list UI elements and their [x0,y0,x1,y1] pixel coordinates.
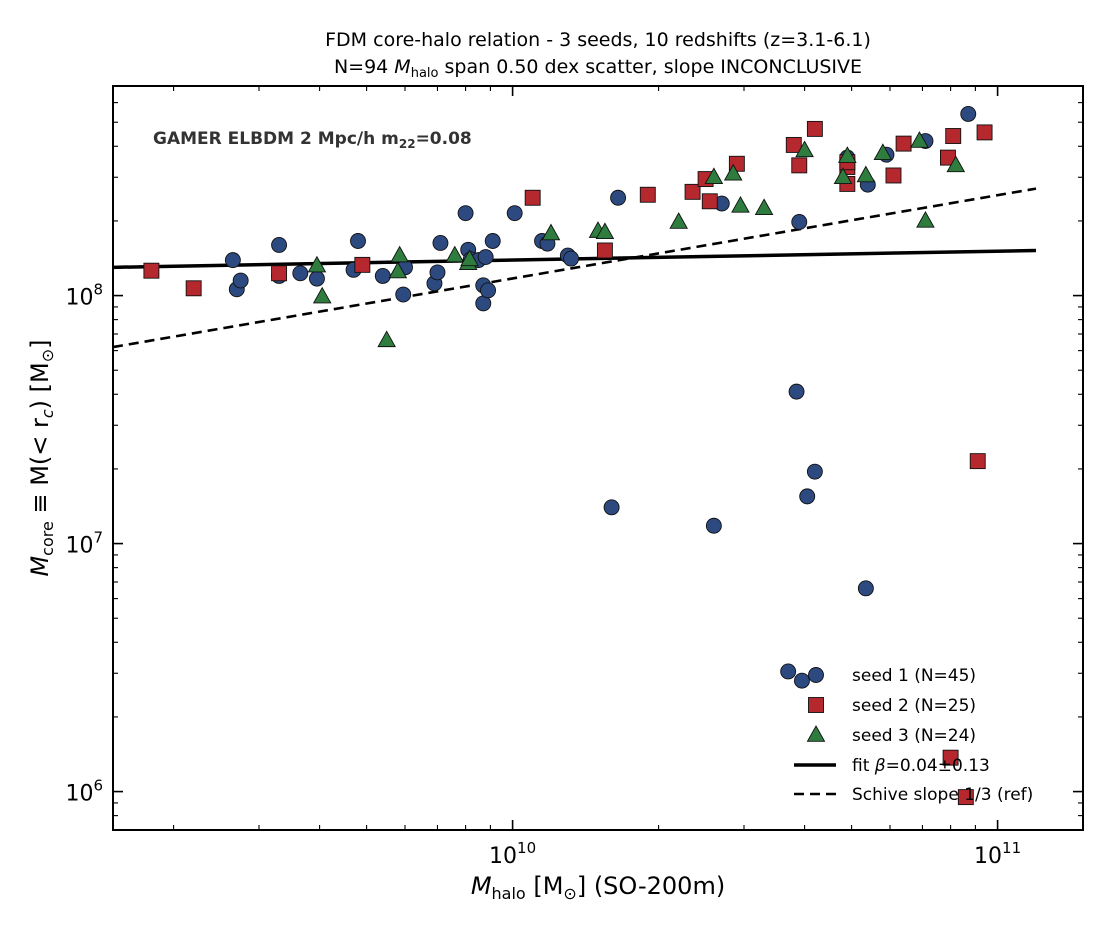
data-point-square [684,183,701,200]
data-point-circle [799,488,816,505]
axis-tick-labels: 1010 1011 106 107 108 [65,281,1021,869]
x-tick-label: 1010 [489,839,536,869]
simulation-annotation: GAMER ELBDM 2 Mpc/h m22=0.08 [153,129,472,151]
data-point-circle [806,463,823,480]
data-point-square [885,167,902,184]
data-point-circle [308,270,325,287]
x-tick-label: 1011 [974,839,1021,869]
data-point-square [806,120,823,137]
chart-title: FDM core-halo relation - 3 seeds, 10 red… [325,29,871,51]
data-point-square [354,256,371,273]
data-point-triangle [754,198,774,215]
data-point-square [942,749,959,766]
chart-subtitle: N=94 Mhalo span 0.50 dex scatter, slope … [334,56,862,81]
data-point-square [785,136,802,153]
data-point-circle [563,250,580,267]
data-point-triangle [856,165,876,183]
data-point-circle [791,214,808,230]
data-point-circle [395,286,412,303]
y-tick-label: 108 [65,281,103,311]
reference-line [112,187,1037,349]
data-point-square [945,128,962,144]
data-point-circle [484,233,501,249]
data-point-triangle [731,195,750,213]
data-point-triangle [460,249,479,267]
data-point-circle [374,267,391,284]
data-point-triangle [312,286,332,304]
legend-label: seed 3 (N=24) [852,726,976,746]
data-point-triangle [833,167,853,185]
data-point-triangle [723,163,743,181]
data-point-circle [857,580,874,597]
data-point-circle [610,189,627,206]
data-point-triangle [910,131,929,148]
data-point-triangle [795,140,814,158]
legend-marker-circle [808,667,824,683]
fit-lines [112,187,1037,349]
data-point-square [185,280,202,297]
data-point-triangle [946,155,966,173]
data-point-triangle [704,167,724,185]
data-point-circle [480,282,496,299]
data-point-square [524,189,541,206]
data-point-circle [960,106,977,122]
data-point-circle [232,272,249,289]
data-point-square [969,453,986,470]
data-point-triangle [445,245,465,263]
data-point-circle [271,237,288,253]
data-point-circle [432,235,449,251]
data-point-triangle [377,330,396,348]
data-point-circle [292,265,309,282]
legend: seed 1 (N=45) seed 2 (N=25) seed 3 (N=24) f… [794,666,1033,805]
legend-label: Schive slope 1/3 (ref) [852,785,1033,805]
data-point-triangle [669,212,688,229]
legend-marker-square [808,697,824,713]
data-point-circle [477,249,494,266]
legend-marker-triangle [806,725,826,742]
legend-label: seed 1 (N=45) [852,666,976,686]
data-point-triangle [307,255,327,273]
data-point-triangle [388,261,408,279]
data-point-circle [788,383,805,400]
x-axis-label: Mhalo [M⊙] (SO-200m) [471,872,725,903]
y-axis-label: Mcore ≡ M(< rc) [M⊙] [26,339,57,576]
plot-frame [112,85,1084,831]
data-point-circle [793,672,810,689]
data-point-square [895,135,912,152]
y-tick-label: 107 [65,529,103,559]
data-point-circle [780,663,797,680]
data-point-triangle [916,211,935,228]
data-point-circle [457,205,474,222]
legend-label: fit β=0.04±0.13 [852,756,990,776]
axis-ticks [113,85,1083,831]
data-point-circle [506,205,523,222]
data-points [143,106,993,806]
data-point-triangle [873,143,893,160]
data-point-square [701,193,718,210]
data-point-triangle [541,223,561,241]
data-point-circle [705,517,722,534]
data-point-circle [224,252,241,269]
data-point-circle [350,233,366,249]
data-point-square [976,124,993,141]
data-point-triangle [390,245,409,263]
data-point-square [639,186,656,203]
y-tick-label: 106 [65,777,103,807]
data-point-square [596,242,613,259]
data-point-circle [603,499,620,516]
data-point-triangle [838,146,857,163]
data-point-square [143,262,160,279]
data-point-triangle [595,222,615,240]
legend-label: seed 2 (N=25) [852,696,976,716]
data-point-circle [429,264,446,281]
data-point-square [957,789,974,806]
data-point-square [791,157,808,174]
data-point-square [271,265,288,282]
